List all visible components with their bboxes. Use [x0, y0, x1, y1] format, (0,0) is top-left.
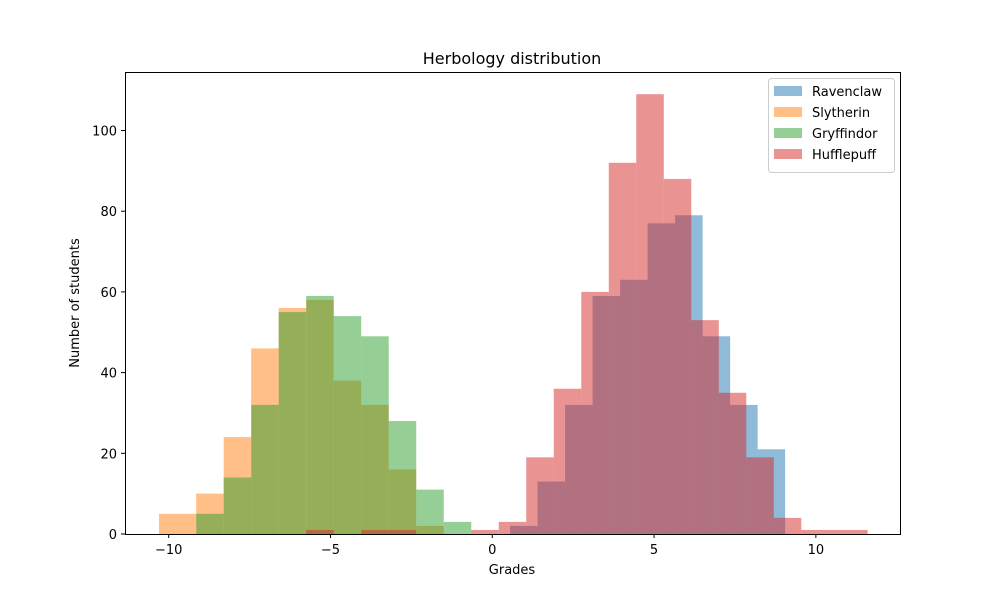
bar-gryffindor-4 — [306, 295, 334, 534]
bar-gryffindor-3 — [278, 312, 307, 534]
bar-hufflepuff-16 — [718, 392, 747, 534]
legend-label-hufflepuff: Hufflepuff — [812, 148, 877, 163]
x-tick-label: −10 — [155, 543, 182, 558]
bar-hufflepuff-17 — [746, 457, 774, 534]
legend-label-slytherin: Slytherin — [812, 106, 870, 121]
bar-gryffindor-9 — [443, 521, 472, 534]
bar-gryffindor-7 — [388, 421, 417, 534]
legend-label-gryffindor: Gryffindor — [812, 127, 878, 142]
bar-gryffindor-0 — [196, 513, 224, 534]
legend-swatch-slytherin — [774, 107, 802, 117]
legend-label-ravenclaw: Ravenclaw — [812, 85, 882, 100]
bar-hufflepuff-3 — [361, 529, 389, 534]
series-hufflepuff — [306, 94, 868, 535]
bar-gryffindor-2 — [251, 404, 279, 534]
bar-gryffindor-8 — [416, 489, 444, 534]
bar-hufflepuff-15 — [691, 320, 719, 534]
bar-hufflepuff-7 — [471, 529, 499, 534]
bar-gryffindor-6 — [361, 336, 389, 534]
y-axis-ticks: 0 20 40 60 80 100 — [92, 125, 125, 543]
bar-hufflepuff-8 — [498, 521, 527, 534]
y-tick-label: 60 — [100, 286, 117, 301]
bar-gryffindor-5 — [333, 316, 362, 534]
bar-hufflepuff-18 — [773, 517, 802, 534]
legend-swatch-hufflepuff — [774, 149, 802, 159]
histogram-bars — [158, 94, 868, 535]
bar-hufflepuff-19 — [801, 529, 829, 534]
bar-hufflepuff-9 — [526, 457, 554, 534]
bar-hufflepuff-4 — [388, 529, 417, 534]
bar-hufflepuff-12 — [608, 162, 637, 535]
bar-hufflepuff-1 — [306, 529, 334, 534]
x-tick-label: 0 — [488, 543, 496, 558]
y-tick-label: 20 — [100, 447, 117, 462]
y-axis-label: Number of students — [68, 238, 83, 368]
bar-hufflepuff-11 — [581, 291, 609, 534]
x-axis-label: Grades — [489, 563, 536, 578]
x-axis-ticks: −10 −5 0 5 10 — [155, 534, 824, 558]
bar-hufflepuff-10 — [553, 388, 582, 534]
x-tick-label: −5 — [321, 543, 340, 558]
plot-frame — [125, 72, 901, 535]
y-tick-label: 100 — [92, 125, 117, 140]
x-tick-label: 10 — [808, 543, 825, 558]
x-tick-label: 5 — [650, 543, 658, 558]
legend-swatch-ravenclaw — [774, 86, 802, 96]
series-gryffindor — [196, 295, 472, 534]
bar-gryffindor-1 — [223, 477, 252, 534]
bar-hufflepuff-13 — [636, 94, 664, 534]
legend-swatch-gryffindor — [774, 128, 802, 138]
y-tick-label: 0 — [109, 528, 117, 543]
chart-title: Herbology distribution — [423, 49, 602, 68]
y-tick-label: 40 — [100, 367, 117, 382]
bar-slytherin-0 — [158, 513, 197, 534]
bar-hufflepuff-14 — [663, 178, 692, 534]
y-tick-label: 80 — [100, 205, 117, 220]
bar-hufflepuff-20 — [828, 529, 868, 534]
legend: Ravenclaw Slytherin Gryffindor Hufflepuff — [768, 78, 895, 173]
